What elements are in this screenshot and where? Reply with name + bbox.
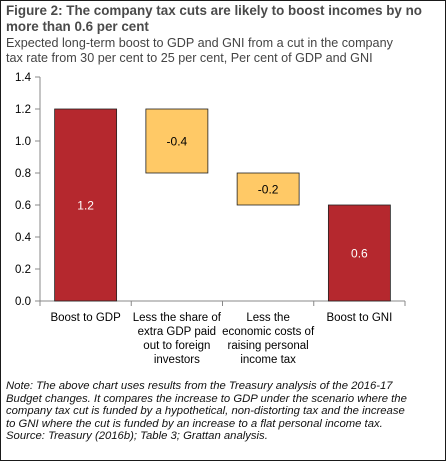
x-category-label: economic costs of xyxy=(222,326,315,338)
x-category-label: out to foreign xyxy=(143,340,210,352)
note-line: Note: The above chart uses results from … xyxy=(6,380,393,392)
bar-data-label: -0.2 xyxy=(258,183,279,197)
figure-subtitle: Expected long-term boost to GDP and GNI … xyxy=(6,36,438,66)
y-tick-label: 1.4 xyxy=(15,72,32,84)
step-bar xyxy=(145,108,209,174)
x-category-label: Boost to GDP xyxy=(50,312,121,324)
bar-data-label: 1.2 xyxy=(77,199,94,213)
y-tick-label: 1.2 xyxy=(15,104,31,116)
x-category-label: income tax xyxy=(240,354,296,366)
x-category-label: Less the share of xyxy=(133,312,222,324)
figure-note: Note: The above chart uses results from … xyxy=(6,380,440,443)
step-bar xyxy=(236,172,300,206)
figure-subtitle-line: tax rate from 30 per cent to 25 per cent… xyxy=(6,51,373,65)
x-category-label: extra GDP paid xyxy=(138,326,216,338)
note-line: company tax cut is funded by a hypotheti… xyxy=(6,405,405,418)
total-bar xyxy=(54,108,118,302)
bar-data-label: 0.6 xyxy=(351,247,368,261)
x-category-label: Boost to GNI xyxy=(326,312,392,324)
y-tick-label: 0.0 xyxy=(15,296,31,308)
y-tick-label: 0.8 xyxy=(15,168,31,180)
figure-subtitle-line: Expected long-term boost to GDP and GNI … xyxy=(6,36,393,50)
x-category-label: Less the xyxy=(246,312,289,324)
x-category-label: investors xyxy=(154,354,200,366)
note-line: to GNI where the cut is funded by an inc… xyxy=(6,417,383,430)
total-bar xyxy=(327,204,391,302)
y-tick-label: 0.6 xyxy=(15,200,31,212)
bar-data-label: -0.4 xyxy=(167,135,188,149)
y-tick-label: 0.4 xyxy=(15,232,32,244)
note-line: Budget changes. It compares the increase… xyxy=(6,392,407,405)
y-tick-label: 1.0 xyxy=(15,136,31,148)
figure-title-line: Figure 2: The company tax cuts are likel… xyxy=(6,3,422,18)
y-tick-label: 0.2 xyxy=(15,264,31,276)
figure-title: Figure 2: The company tax cuts are likel… xyxy=(6,3,438,35)
x-category-label: raising personal xyxy=(228,340,309,352)
waterfall-chart: 0.0 0.2 0.4 0.6 0.8 1.0 1.2 1.4 1.2 -0.4 -0.2 0.6 Bo… xyxy=(15,72,406,366)
figure-title-line: more than 0.6 per cent xyxy=(6,19,149,34)
note-source: Source: Treasury (2016b); Table 3; Gratt… xyxy=(6,430,268,443)
